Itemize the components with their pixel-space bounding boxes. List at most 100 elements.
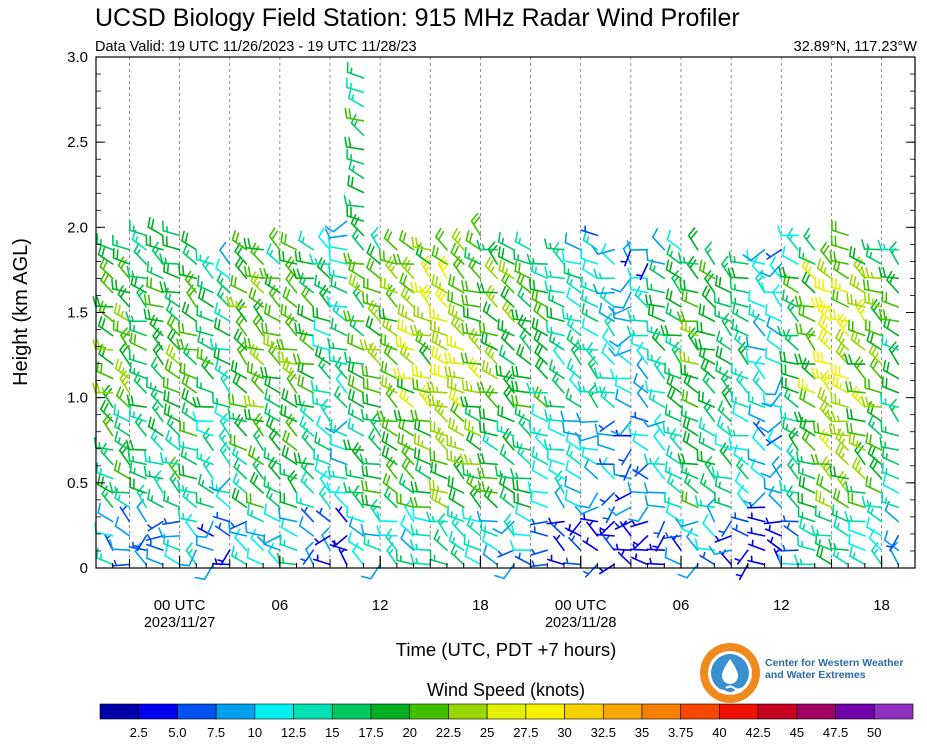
barb-feather [147, 489, 151, 500]
barb-feather [644, 380, 649, 392]
barb-feather [360, 575, 372, 580]
barb-feather [509, 540, 515, 551]
wind-barb [780, 515, 799, 523]
barb-feather [745, 351, 749, 363]
barb-staff [500, 337, 515, 351]
barb-staff [733, 453, 749, 466]
barb-staff [734, 338, 749, 351]
barb-staff [601, 465, 615, 480]
barb-feather [419, 342, 426, 352]
wind-barb [528, 278, 549, 294]
barb-feather [414, 410, 419, 421]
wind-barb [250, 242, 264, 265]
barb-feather [113, 302, 118, 314]
wind-barb [161, 234, 181, 251]
barb-staff [152, 349, 164, 365]
barb-feather [777, 225, 782, 237]
wind-barb [699, 551, 716, 566]
barb-feather [402, 232, 407, 243]
wind-barb [352, 542, 365, 566]
barb-half-feather [440, 438, 445, 445]
wind-barb [146, 539, 164, 551]
barb-feather [163, 533, 166, 545]
barb-staff [380, 342, 398, 351]
barb-staff [381, 454, 398, 466]
wind-barb [109, 539, 131, 551]
barb-feather [364, 480, 369, 492]
barb-staff [780, 562, 799, 566]
wind-barb [519, 327, 532, 351]
barb-staff [362, 474, 381, 480]
wind-barb [466, 515, 482, 537]
wind-barb [562, 422, 582, 437]
barb-staff [531, 326, 549, 337]
barb-half-feather [336, 392, 341, 399]
barb-staff [164, 368, 181, 380]
barb-feather [127, 450, 131, 462]
wind-barb [546, 306, 565, 323]
barb-staff [884, 509, 900, 523]
wind-barb [196, 347, 214, 365]
barb-staff [580, 257, 599, 265]
barb-half-feather [373, 309, 378, 316]
wind-barb [360, 563, 381, 580]
barb-staff [136, 535, 147, 552]
barb-half-feather [835, 510, 838, 518]
barb-staff [763, 291, 783, 294]
barb-feather [369, 245, 375, 257]
barb-staff [112, 328, 131, 337]
barb-feather [192, 396, 197, 408]
barb-feather [376, 525, 381, 536]
barb-feather [268, 417, 274, 429]
wind-barb [848, 432, 866, 451]
wind-barb [376, 525, 398, 537]
barb-feather [794, 353, 799, 365]
wind-barb [230, 360, 248, 380]
barb-staff [730, 288, 749, 294]
barb-staff [181, 382, 198, 394]
wind-barb [328, 249, 348, 265]
barb-feather [608, 340, 619, 348]
barb-feather [833, 466, 837, 478]
x-tick-label: 12 [372, 597, 389, 614]
barb-staff [698, 441, 716, 451]
barb-feather [392, 253, 398, 265]
barb-feather [714, 475, 718, 487]
wind-barb [312, 306, 331, 323]
barb-staff [780, 520, 799, 523]
barb-staff [497, 549, 515, 558]
barb-feather [399, 336, 402, 348]
barb-staff [546, 418, 565, 423]
barb-staff [515, 512, 532, 523]
wind-barb [592, 283, 615, 295]
barb-staff [214, 368, 231, 380]
barb-half-feather [200, 337, 204, 345]
barb-staff [622, 291, 632, 309]
barb-staff [871, 549, 883, 566]
barb-half-feather [552, 337, 556, 344]
barb-staff [281, 454, 298, 466]
wind-barb [257, 535, 281, 545]
barb-feather [298, 515, 304, 527]
barb-staff [787, 306, 799, 323]
barb-staff [566, 281, 582, 294]
barb-half-feather [406, 295, 411, 302]
wind-barb [513, 491, 532, 509]
wind-barb [179, 420, 198, 437]
barb-feather [851, 457, 858, 468]
wind-barb [243, 237, 264, 251]
barb-feather [361, 494, 365, 506]
barb-feather [666, 244, 671, 255]
barb-staff [683, 381, 699, 394]
barb-feather [366, 243, 372, 254]
wind-barb [399, 343, 415, 365]
barb-feather [362, 292, 365, 304]
barb-staff [298, 239, 315, 251]
barb-feather [533, 329, 539, 340]
barb-half-feather [438, 353, 442, 361]
wind-barb [229, 433, 248, 451]
barb-half-feather [204, 262, 210, 269]
wind-barb [383, 228, 398, 251]
wind-barb [664, 404, 682, 423]
barb-feather [365, 365, 369, 377]
